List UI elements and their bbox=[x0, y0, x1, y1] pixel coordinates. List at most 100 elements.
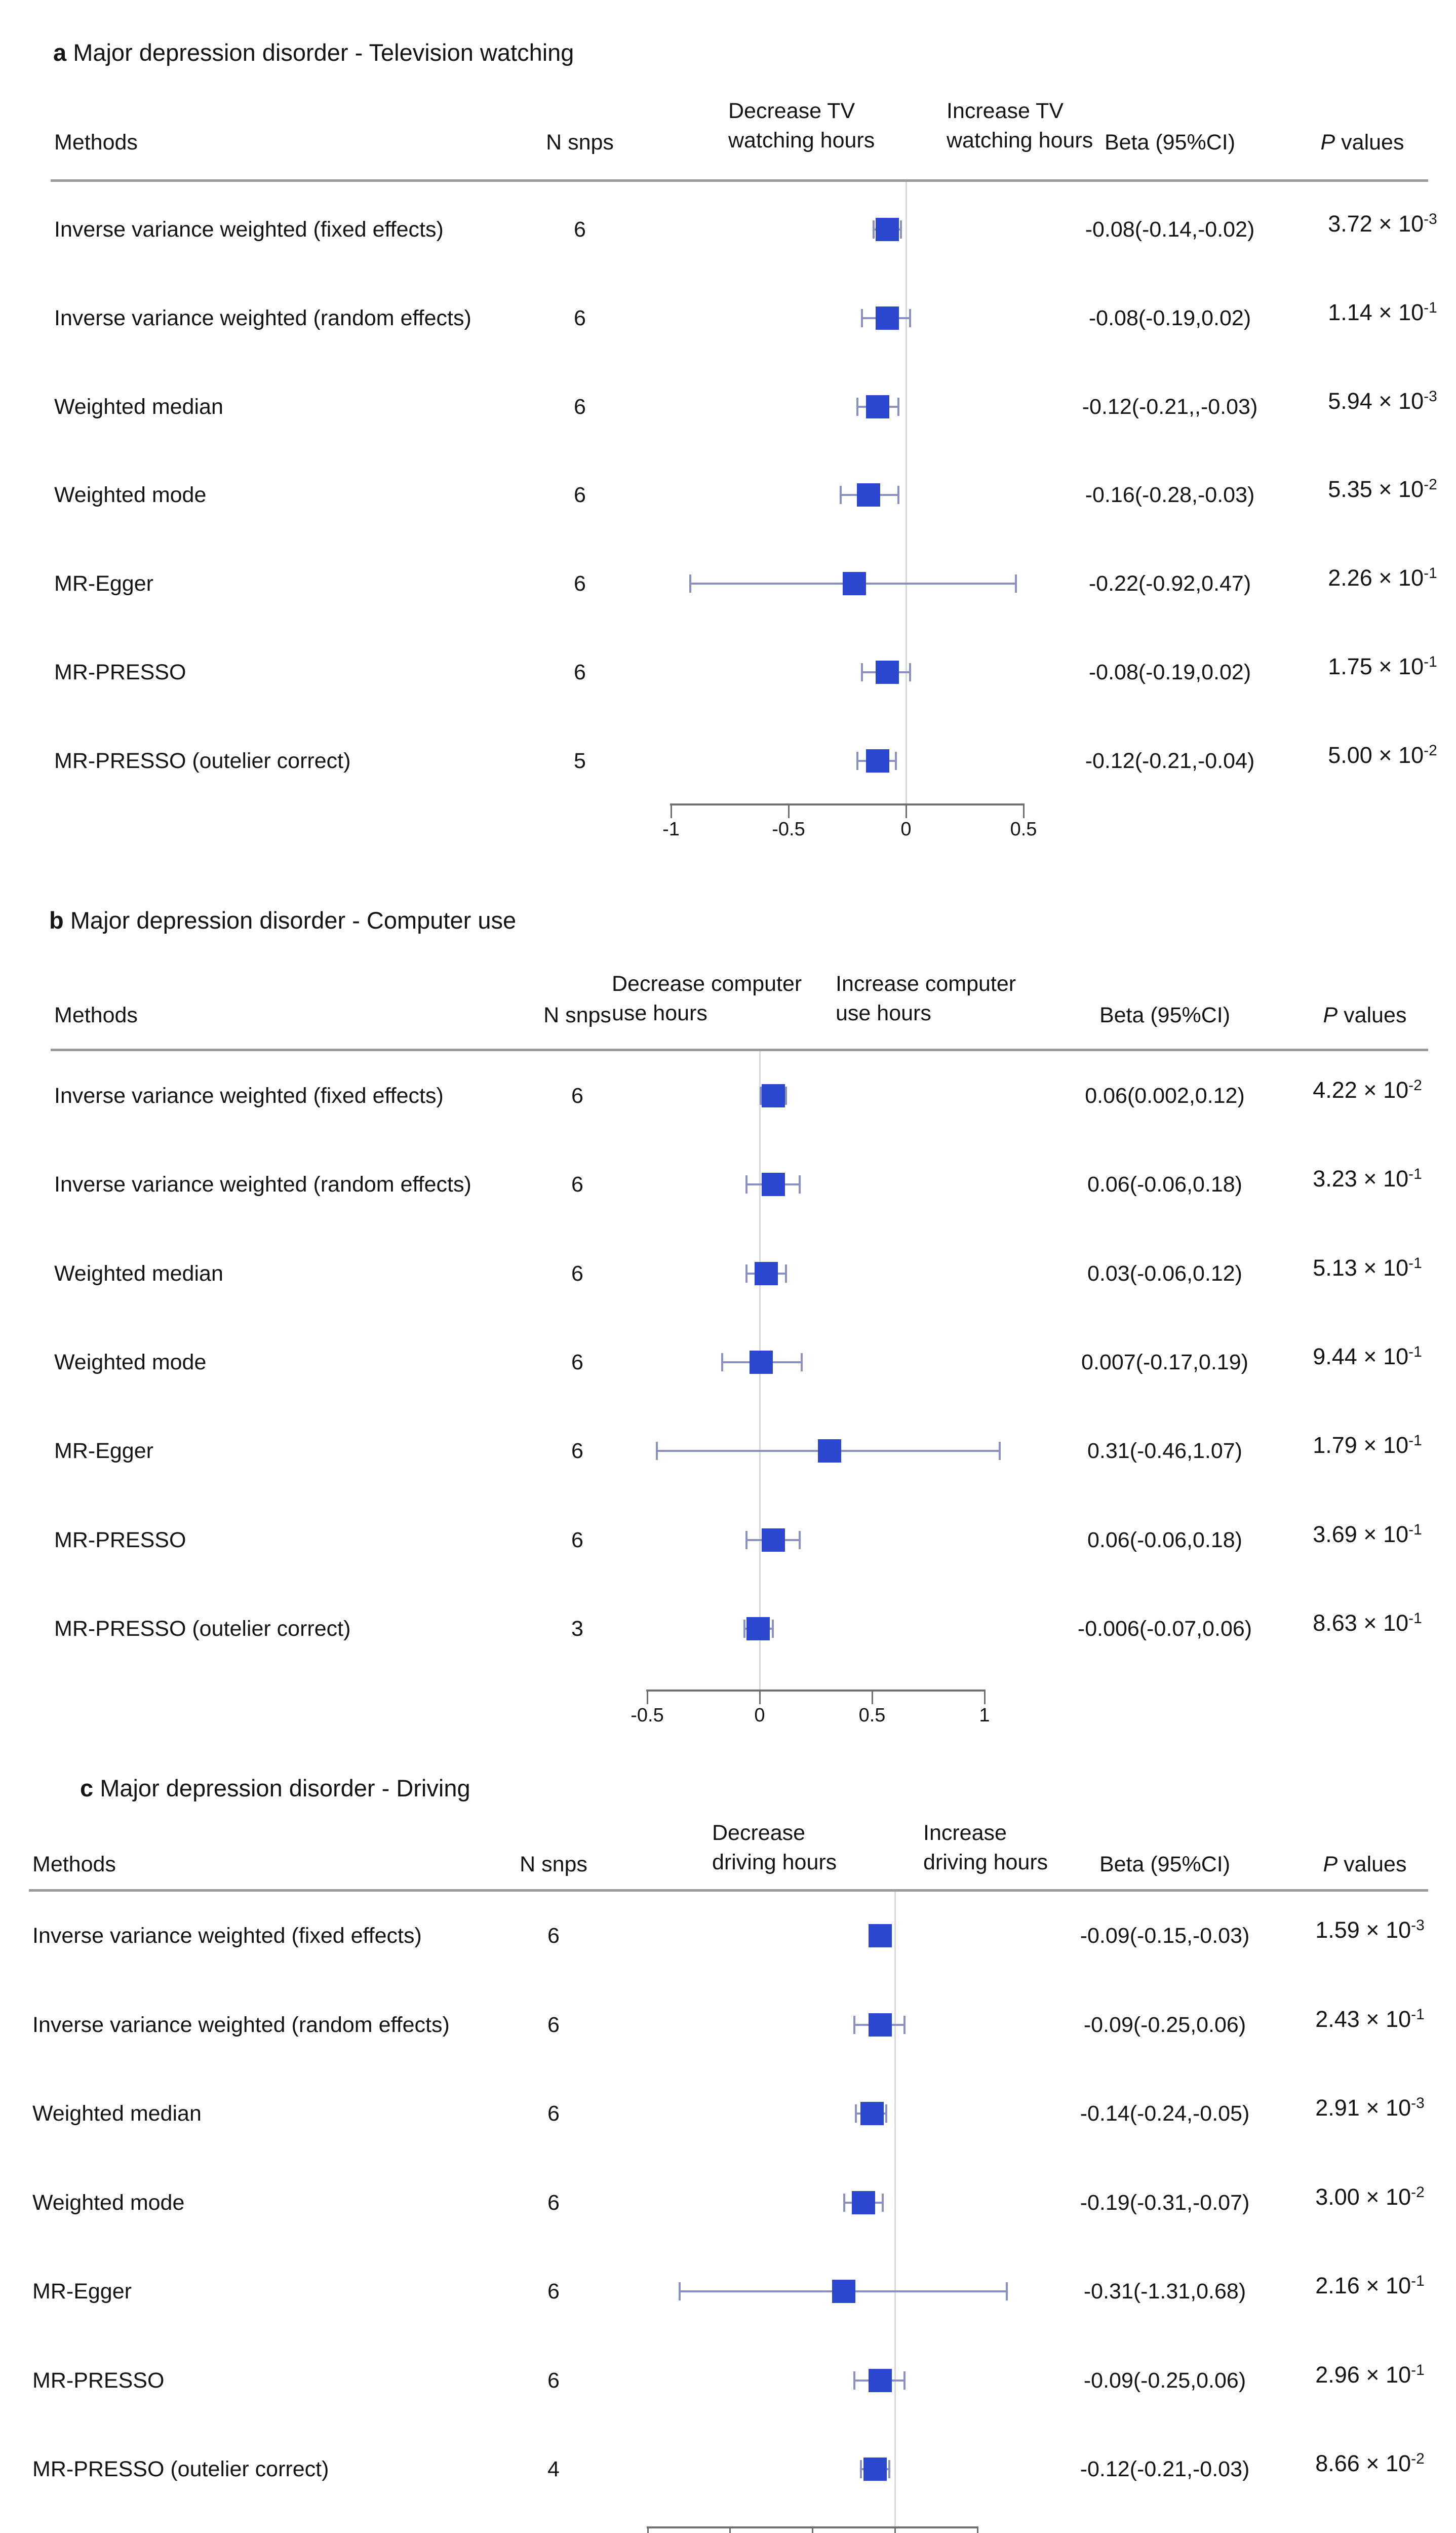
method-name: Weighted median bbox=[54, 1261, 223, 1286]
ci-lower-cap bbox=[721, 1353, 723, 1371]
p-value: 1.75 × 10-1 bbox=[1328, 649, 1437, 680]
right-arm-line1: Increase computer bbox=[836, 972, 1016, 996]
ci-lower-cap bbox=[655, 1442, 658, 1461]
panel-title: a Major depression disorder - Television… bbox=[53, 39, 574, 66]
panel-label: c bbox=[80, 1775, 94, 1801]
right-arm-line2: watching hours bbox=[947, 128, 1093, 152]
beta-point-marker bbox=[761, 1084, 785, 1107]
n-snps-value: 6 bbox=[571, 1439, 583, 1464]
axis-tick bbox=[983, 1691, 986, 1704]
n-snps-value: 3 bbox=[571, 1616, 583, 1641]
beta-point-marker bbox=[866, 395, 890, 418]
p-value-exponent: -1 bbox=[1408, 1609, 1422, 1627]
ci-upper-cap bbox=[899, 220, 902, 239]
method-name: Inverse variance weighted (fixed effects… bbox=[54, 217, 444, 242]
method-name: MR-PRESSO bbox=[54, 1527, 186, 1552]
ci-upper-cap bbox=[771, 1619, 774, 1638]
p-value: 5.35 × 10-2 bbox=[1328, 472, 1437, 503]
beta-column-header: Beta (95%CI) bbox=[1099, 1003, 1231, 1027]
beta-ci-value: -0.19(-0.31,-0.07) bbox=[1080, 2190, 1250, 2215]
ci-lower-cap bbox=[860, 663, 863, 681]
beta-point-marker bbox=[750, 1350, 773, 1374]
right-arm-line1: Increase bbox=[923, 1821, 1007, 1845]
p-value: 2.16 × 10-1 bbox=[1315, 2268, 1425, 2299]
method-name: Inverse variance weighted (fixed effects… bbox=[54, 1084, 444, 1108]
p-value: 3.69 × 10-1 bbox=[1313, 1517, 1422, 1548]
n-snps-value: 6 bbox=[547, 2101, 560, 2126]
axis-tick bbox=[871, 1691, 873, 1704]
p-value-exponent: -2 bbox=[1411, 2450, 1425, 2467]
left-arm-line1: Decrease bbox=[712, 1821, 806, 1845]
ci-lower-cap bbox=[873, 220, 875, 239]
method-name: Weighted median bbox=[32, 2101, 202, 2126]
n-snps-value: 6 bbox=[574, 571, 586, 596]
left-arm-line2: watching hours bbox=[728, 128, 875, 152]
method-name: Weighted mode bbox=[32, 2190, 185, 2215]
ci-upper-cap bbox=[888, 2460, 891, 2478]
p-value-mantissa: 3.00 × 10 bbox=[1315, 2183, 1411, 2210]
axis-tick-label: 1 bbox=[979, 1705, 990, 1726]
p-value-mantissa: 3.69 × 10 bbox=[1313, 1521, 1409, 1547]
method-name: MR-PRESSO (outelier correct) bbox=[54, 1616, 351, 1641]
method-name: MR-PRESSO (outelier correct) bbox=[32, 2457, 329, 2481]
ci-lower-cap bbox=[840, 486, 842, 505]
p-value: 9.44 × 10-1 bbox=[1313, 1339, 1422, 1370]
method-name: Inverse variance weighted (random effect… bbox=[54, 1172, 471, 1197]
beta-ci-value: -0.12(-0.21,-0.03) bbox=[1080, 2457, 1250, 2481]
axis-tick bbox=[894, 2528, 896, 2533]
p-value-mantissa: 2.43 × 10 bbox=[1315, 2006, 1411, 2032]
panel-title: b Major depression disorder - Computer u… bbox=[49, 907, 516, 934]
axis-tick-label: 0.5 bbox=[1010, 819, 1037, 840]
left-arm-header: Decrease computer use hours bbox=[612, 969, 802, 1028]
n-snps-value: 6 bbox=[547, 2279, 560, 2304]
panel-title-text: Major depression disorder - Television w… bbox=[73, 39, 574, 66]
p-value: 3.72 × 10-3 bbox=[1328, 206, 1437, 237]
p-value-exponent: -1 bbox=[1411, 2273, 1425, 2289]
p-value-exponent: -3 bbox=[1411, 1917, 1425, 1934]
p-value: 1.59 × 10-3 bbox=[1315, 1912, 1425, 1943]
ci-upper-cap bbox=[798, 1530, 801, 1549]
p-value: 2.43 × 10-1 bbox=[1315, 2002, 1425, 2032]
p-value-mantissa: 5.35 × 10 bbox=[1328, 476, 1424, 503]
ci-lower-cap bbox=[856, 397, 858, 416]
axis-tick bbox=[646, 1691, 648, 1704]
beta-column-header: Beta (95%CI) bbox=[1104, 130, 1236, 155]
beta-point-marker bbox=[817, 1439, 841, 1463]
beta-point-marker bbox=[863, 2458, 887, 2481]
p-value-mantissa: 1.59 × 10 bbox=[1315, 1917, 1411, 1943]
header-divider bbox=[51, 1049, 1428, 1051]
beta-ci-value: 0.06(-0.06,0.18) bbox=[1087, 1172, 1242, 1197]
beta-point-marker bbox=[761, 1528, 785, 1552]
beta-ci-value: 0.007(-0.17,0.19) bbox=[1081, 1350, 1248, 1374]
beta-point-marker bbox=[868, 1924, 892, 1947]
ci-upper-cap bbox=[903, 2015, 906, 2034]
beta-point-marker bbox=[746, 1617, 770, 1640]
beta-point-marker bbox=[860, 2102, 884, 2125]
p-value: 8.63 × 10-1 bbox=[1313, 1605, 1422, 1636]
p-value-mantissa: 1.14 × 10 bbox=[1328, 299, 1424, 325]
n-snps-value: 6 bbox=[574, 217, 586, 242]
p-value: 8.66 × 10-2 bbox=[1315, 2446, 1425, 2477]
n-snps-value: 6 bbox=[547, 2012, 560, 2037]
p-header-italic: P bbox=[1323, 1003, 1338, 1027]
p-value-mantissa: 1.79 × 10 bbox=[1313, 1432, 1409, 1459]
axis-tick-label: 0 bbox=[900, 819, 912, 840]
p-value-exponent: -3 bbox=[1424, 388, 1437, 405]
n-snps-value: 6 bbox=[574, 305, 586, 330]
axis-tick-label: -1 bbox=[662, 819, 680, 840]
p-value-exponent: -1 bbox=[1411, 2361, 1425, 2378]
p-value: 2.26 × 10-1 bbox=[1328, 560, 1437, 591]
beta-ci-value: -0.12(-0.21,-0.04) bbox=[1085, 748, 1255, 773]
ci-lower-cap bbox=[860, 309, 863, 327]
method-name: Inverse variance weighted (random effect… bbox=[54, 305, 471, 330]
beta-point-marker bbox=[875, 306, 899, 330]
axis-tick bbox=[729, 2528, 731, 2533]
panel-label: b bbox=[49, 907, 64, 934]
method-name: MR-Egger bbox=[32, 2279, 132, 2304]
header-divider bbox=[29, 1889, 1428, 1892]
p-value: 2.96 × 10-1 bbox=[1315, 2357, 1425, 2388]
ci-lower-cap bbox=[853, 2015, 855, 2034]
right-arm-line2: driving hours bbox=[923, 1850, 1048, 1874]
p-values-column-header: P values bbox=[1323, 1003, 1407, 1028]
x-axis bbox=[646, 1690, 986, 1692]
